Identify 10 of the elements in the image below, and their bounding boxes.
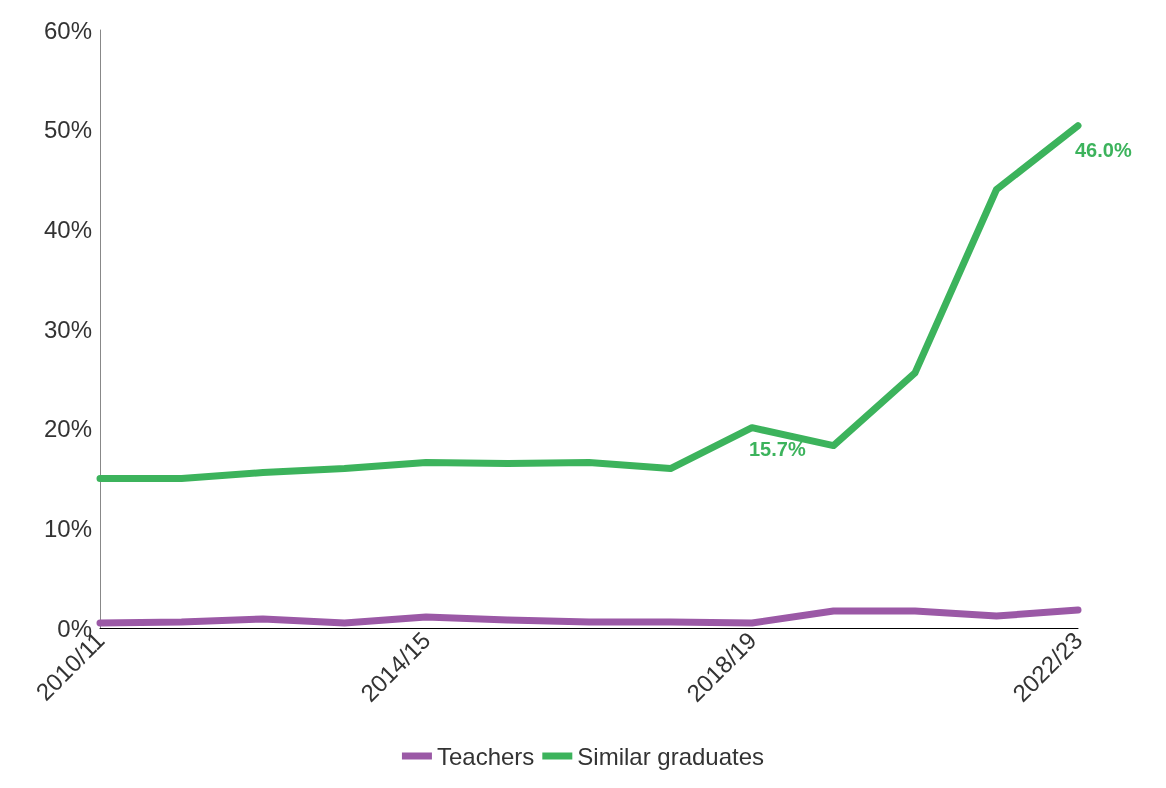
legend-label: Similar graduates [577, 742, 765, 770]
annotation: 46.0% [1075, 138, 1132, 161]
y-tick-label: 30% [43, 315, 92, 343]
y-tick-label: 50% [43, 116, 92, 144]
legend-label: Teachers [436, 742, 535, 770]
y-tick-label: 40% [43, 215, 92, 243]
annotation: 15.7% [749, 437, 806, 460]
y-tick-label: 10% [43, 514, 92, 542]
y-tick-label: 60% [43, 16, 92, 44]
y-tick-label: 20% [43, 415, 92, 443]
